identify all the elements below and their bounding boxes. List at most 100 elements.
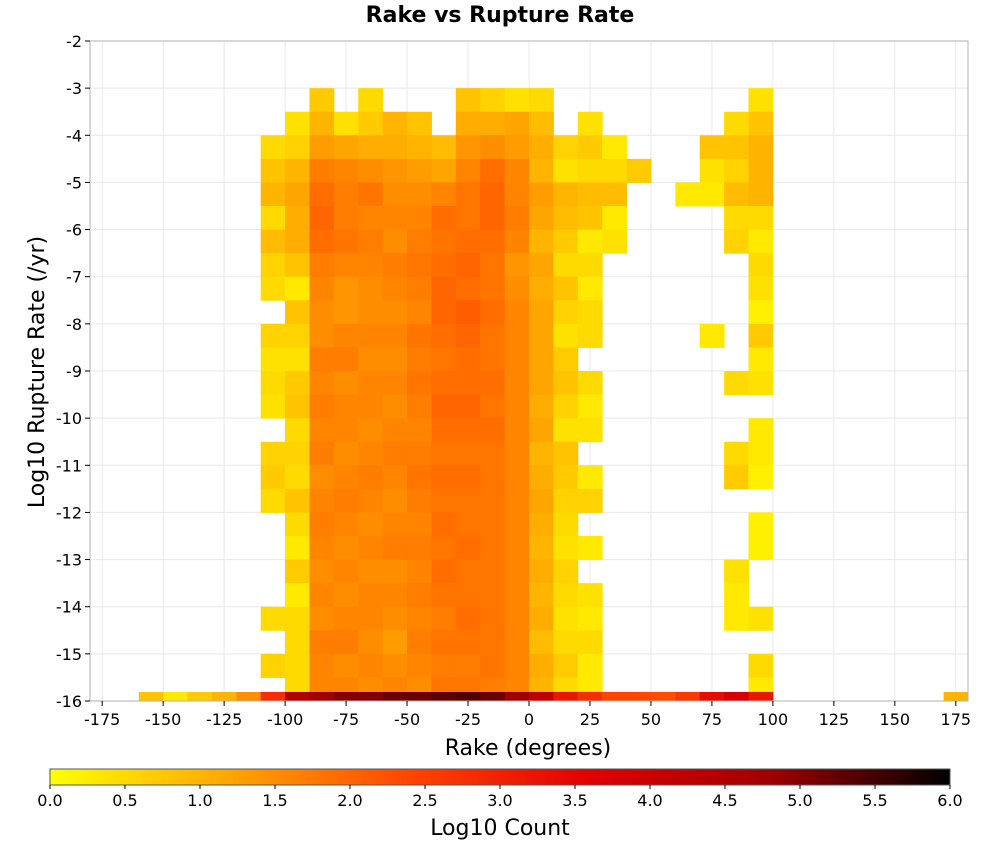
heatmap-cell xyxy=(480,300,506,325)
heatmap-cell xyxy=(577,465,603,490)
heatmap-cell xyxy=(480,536,506,561)
heatmap-cell xyxy=(333,206,359,231)
heatmap-cell xyxy=(455,630,481,655)
heatmap-cell xyxy=(455,559,481,584)
heatmap-cell xyxy=(407,583,432,608)
heatmap-cell xyxy=(407,394,432,419)
heatmap-cell xyxy=(431,158,457,183)
heatmap-cell xyxy=(748,465,774,490)
colorbar-tick-label: 1.0 xyxy=(187,791,212,810)
heatmap-cell xyxy=(309,488,335,513)
colorbar-tick-label: 6.0 xyxy=(937,791,962,810)
heatmap-cell xyxy=(309,229,335,254)
heatmap-cell xyxy=(626,158,652,183)
heatmap-cell xyxy=(285,418,310,443)
heatmap-cell xyxy=(480,512,506,537)
heatmap-cell xyxy=(577,371,603,396)
heatmap-cell xyxy=(455,206,481,231)
heatmap-cell xyxy=(309,347,335,372)
heatmap-cell xyxy=(724,229,749,254)
heatmap-cell xyxy=(382,394,408,419)
heatmap-cell xyxy=(260,653,286,678)
heatmap-cell xyxy=(309,606,335,631)
heatmap-cell xyxy=(553,323,579,348)
heatmap-cell xyxy=(285,158,310,183)
heatmap-cell xyxy=(358,465,384,490)
heatmap-cell xyxy=(285,111,310,136)
heatmap-cell xyxy=(358,111,384,136)
heatmap-cell xyxy=(529,441,554,466)
heatmap-cell xyxy=(529,253,554,278)
heatmap-cell xyxy=(309,583,335,608)
heatmap-cell xyxy=(504,536,530,561)
heatmap-cell xyxy=(504,158,530,183)
heatmap-cell xyxy=(285,692,310,701)
colorbar-tick-label: 5.0 xyxy=(787,791,812,810)
heatmap-cell xyxy=(285,371,310,396)
heatmap-cell xyxy=(480,206,506,231)
heatmap-cell xyxy=(553,182,579,207)
colorbar-tick-label: 4.0 xyxy=(637,791,662,810)
heatmap-cell xyxy=(748,158,774,183)
heatmap-cell xyxy=(285,606,310,631)
heatmap-cell xyxy=(455,606,481,631)
y-tick-label: -3 xyxy=(66,79,82,98)
heatmap-cell xyxy=(358,441,384,466)
heatmap-cell xyxy=(309,418,335,443)
y-tick-label: -10 xyxy=(56,409,82,428)
heatmap-cell xyxy=(358,206,384,231)
heatmap-cell xyxy=(358,182,384,207)
heatmap-cell xyxy=(724,135,749,160)
heatmap-cell xyxy=(333,441,359,466)
heatmap-cell xyxy=(333,512,359,537)
heatmap-cell xyxy=(285,253,310,278)
heatmap-cell xyxy=(358,653,384,678)
heatmap-cell xyxy=(529,371,554,396)
heatmap-cell xyxy=(431,583,457,608)
heatmap-cell xyxy=(285,229,310,254)
heatmap-cell xyxy=(358,276,384,301)
heatmap-cell xyxy=(577,692,603,701)
heatmap-cell xyxy=(260,488,286,513)
heatmap-cell xyxy=(748,347,774,372)
heatmap-cell xyxy=(407,418,432,443)
heatmap-cell xyxy=(504,371,530,396)
heatmap-cell xyxy=(748,300,774,325)
heatmap-cell xyxy=(285,583,310,608)
colorbar-label: Log10 Count xyxy=(430,816,570,841)
heatmap-cell xyxy=(358,347,384,372)
heatmap-cell xyxy=(382,536,408,561)
heatmap-cell xyxy=(431,229,457,254)
heatmap-cell xyxy=(675,182,701,207)
heatmap-cell xyxy=(358,583,384,608)
heatmap-cell xyxy=(407,371,432,396)
heatmap-cell xyxy=(553,276,579,301)
y-tick-label: -6 xyxy=(66,221,82,240)
heatmap-cell xyxy=(553,536,579,561)
heatmap-cell xyxy=(431,347,457,372)
heatmap-cell xyxy=(407,559,432,584)
heatmap-cell xyxy=(529,135,554,160)
x-tick-label: 0 xyxy=(524,710,534,729)
heatmap-cell xyxy=(480,630,506,655)
heatmap-cell xyxy=(382,418,408,443)
heatmap-cell xyxy=(309,158,335,183)
heatmap-cell xyxy=(748,418,774,443)
heatmap-cell xyxy=(358,135,384,160)
heatmap-cell xyxy=(382,512,408,537)
heatmap-cell xyxy=(577,583,603,608)
heatmap-cell xyxy=(455,536,481,561)
y-tick-label: -14 xyxy=(56,598,82,617)
heatmap-cell xyxy=(504,111,530,136)
heatmap-cell xyxy=(358,692,384,701)
heatmap-cell xyxy=(309,394,335,419)
heatmap-cell xyxy=(358,300,384,325)
heatmap-cell xyxy=(577,323,603,348)
heatmap-cell xyxy=(431,135,457,160)
heatmap-cell xyxy=(724,111,749,136)
heatmap-cell xyxy=(748,512,774,537)
heatmap-cell xyxy=(358,88,384,113)
x-axis-label: Rake (degrees) xyxy=(445,736,612,761)
heatmap-cell xyxy=(455,135,481,160)
